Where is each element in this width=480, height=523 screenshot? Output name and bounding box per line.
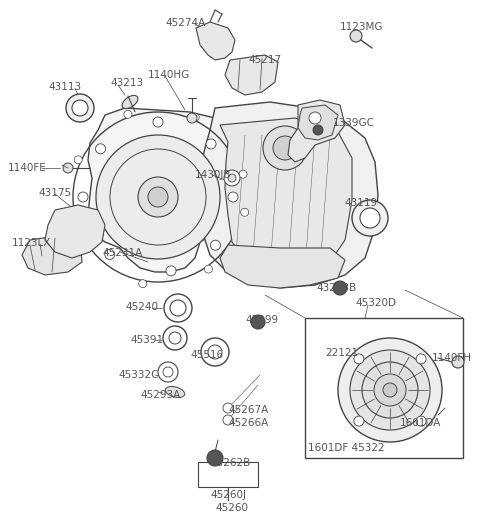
Text: 43175: 43175 [38, 188, 71, 198]
Circle shape [416, 416, 426, 426]
Circle shape [228, 174, 236, 182]
Circle shape [169, 332, 181, 344]
Ellipse shape [122, 95, 138, 109]
Bar [305, 318, 463, 458]
Circle shape [208, 345, 222, 359]
Circle shape [354, 416, 364, 426]
Circle shape [206, 139, 216, 149]
Circle shape [66, 94, 94, 122]
Text: 45516: 45516 [190, 350, 223, 360]
Text: 1601DA: 1601DA [400, 418, 442, 428]
Circle shape [313, 125, 323, 135]
Text: 1339GC: 1339GC [333, 118, 375, 128]
Circle shape [63, 163, 73, 173]
Text: 43119: 43119 [344, 198, 377, 208]
Text: 1140FE: 1140FE [8, 163, 47, 173]
Circle shape [148, 187, 168, 207]
Text: 45231A: 45231A [102, 248, 142, 258]
Circle shape [191, 113, 199, 121]
Circle shape [350, 350, 430, 430]
Polygon shape [22, 235, 82, 275]
Circle shape [210, 240, 220, 250]
Text: 45240: 45240 [125, 302, 158, 312]
Polygon shape [288, 100, 345, 162]
Text: 1123LX: 1123LX [12, 238, 51, 248]
Circle shape [251, 315, 265, 329]
Polygon shape [220, 118, 352, 272]
Circle shape [158, 362, 178, 382]
Text: 45262B: 45262B [210, 458, 250, 468]
Text: 22121: 22121 [325, 348, 358, 358]
Circle shape [204, 265, 213, 273]
Text: 45320D: 45320D [355, 298, 396, 308]
Text: 45391: 45391 [130, 335, 163, 345]
Circle shape [416, 354, 426, 364]
Circle shape [338, 338, 442, 442]
Circle shape [333, 281, 347, 295]
Circle shape [228, 192, 238, 202]
Polygon shape [225, 55, 278, 95]
Circle shape [263, 126, 307, 170]
Circle shape [239, 170, 247, 178]
Circle shape [350, 30, 362, 42]
Circle shape [201, 338, 229, 366]
Text: 1601DF 45322: 1601DF 45322 [308, 443, 384, 453]
Text: 45293A: 45293A [140, 390, 180, 400]
Circle shape [224, 170, 240, 186]
Circle shape [72, 100, 88, 116]
Text: 45217: 45217 [248, 55, 281, 65]
Ellipse shape [165, 386, 185, 397]
Circle shape [374, 374, 406, 406]
Circle shape [223, 415, 233, 425]
Circle shape [138, 177, 178, 217]
Circle shape [354, 354, 364, 364]
Text: 45274A: 45274A [165, 18, 205, 28]
Text: 1140FH: 1140FH [432, 353, 472, 363]
Polygon shape [220, 245, 345, 288]
Polygon shape [196, 22, 235, 60]
Circle shape [96, 144, 106, 154]
Circle shape [223, 403, 233, 413]
Circle shape [105, 249, 115, 259]
Text: 1140HG: 1140HG [148, 70, 190, 80]
Circle shape [207, 450, 223, 466]
Circle shape [78, 192, 88, 202]
Circle shape [452, 356, 464, 368]
Circle shape [153, 117, 163, 127]
Circle shape [96, 135, 220, 259]
Circle shape [164, 294, 192, 322]
Circle shape [163, 326, 187, 350]
Circle shape [139, 280, 147, 288]
Circle shape [187, 113, 197, 123]
Bar [198, 462, 258, 487]
Circle shape [163, 367, 173, 377]
Text: 45266A: 45266A [228, 418, 268, 428]
Text: 45267A: 45267A [228, 405, 268, 415]
Text: 1430JB: 1430JB [195, 170, 231, 180]
Circle shape [362, 362, 418, 418]
Polygon shape [200, 102, 378, 288]
Polygon shape [298, 105, 338, 140]
Text: 1123MG: 1123MG [340, 22, 384, 32]
Text: 45260: 45260 [215, 503, 248, 513]
Circle shape [124, 110, 132, 118]
Text: 43113: 43113 [48, 82, 81, 92]
Circle shape [170, 300, 186, 316]
Polygon shape [88, 108, 232, 272]
Circle shape [309, 112, 321, 124]
Text: 45332C: 45332C [118, 370, 158, 380]
Polygon shape [45, 205, 105, 258]
Circle shape [74, 156, 82, 164]
Circle shape [360, 208, 380, 228]
Circle shape [273, 136, 297, 160]
Circle shape [383, 383, 397, 397]
Circle shape [166, 266, 176, 276]
Text: 43213: 43213 [110, 78, 143, 88]
Text: 45299: 45299 [245, 315, 278, 325]
Circle shape [74, 230, 82, 238]
Text: 43253B: 43253B [316, 283, 356, 293]
Circle shape [240, 208, 249, 217]
Text: 45260J: 45260J [210, 490, 246, 500]
Circle shape [352, 200, 388, 236]
